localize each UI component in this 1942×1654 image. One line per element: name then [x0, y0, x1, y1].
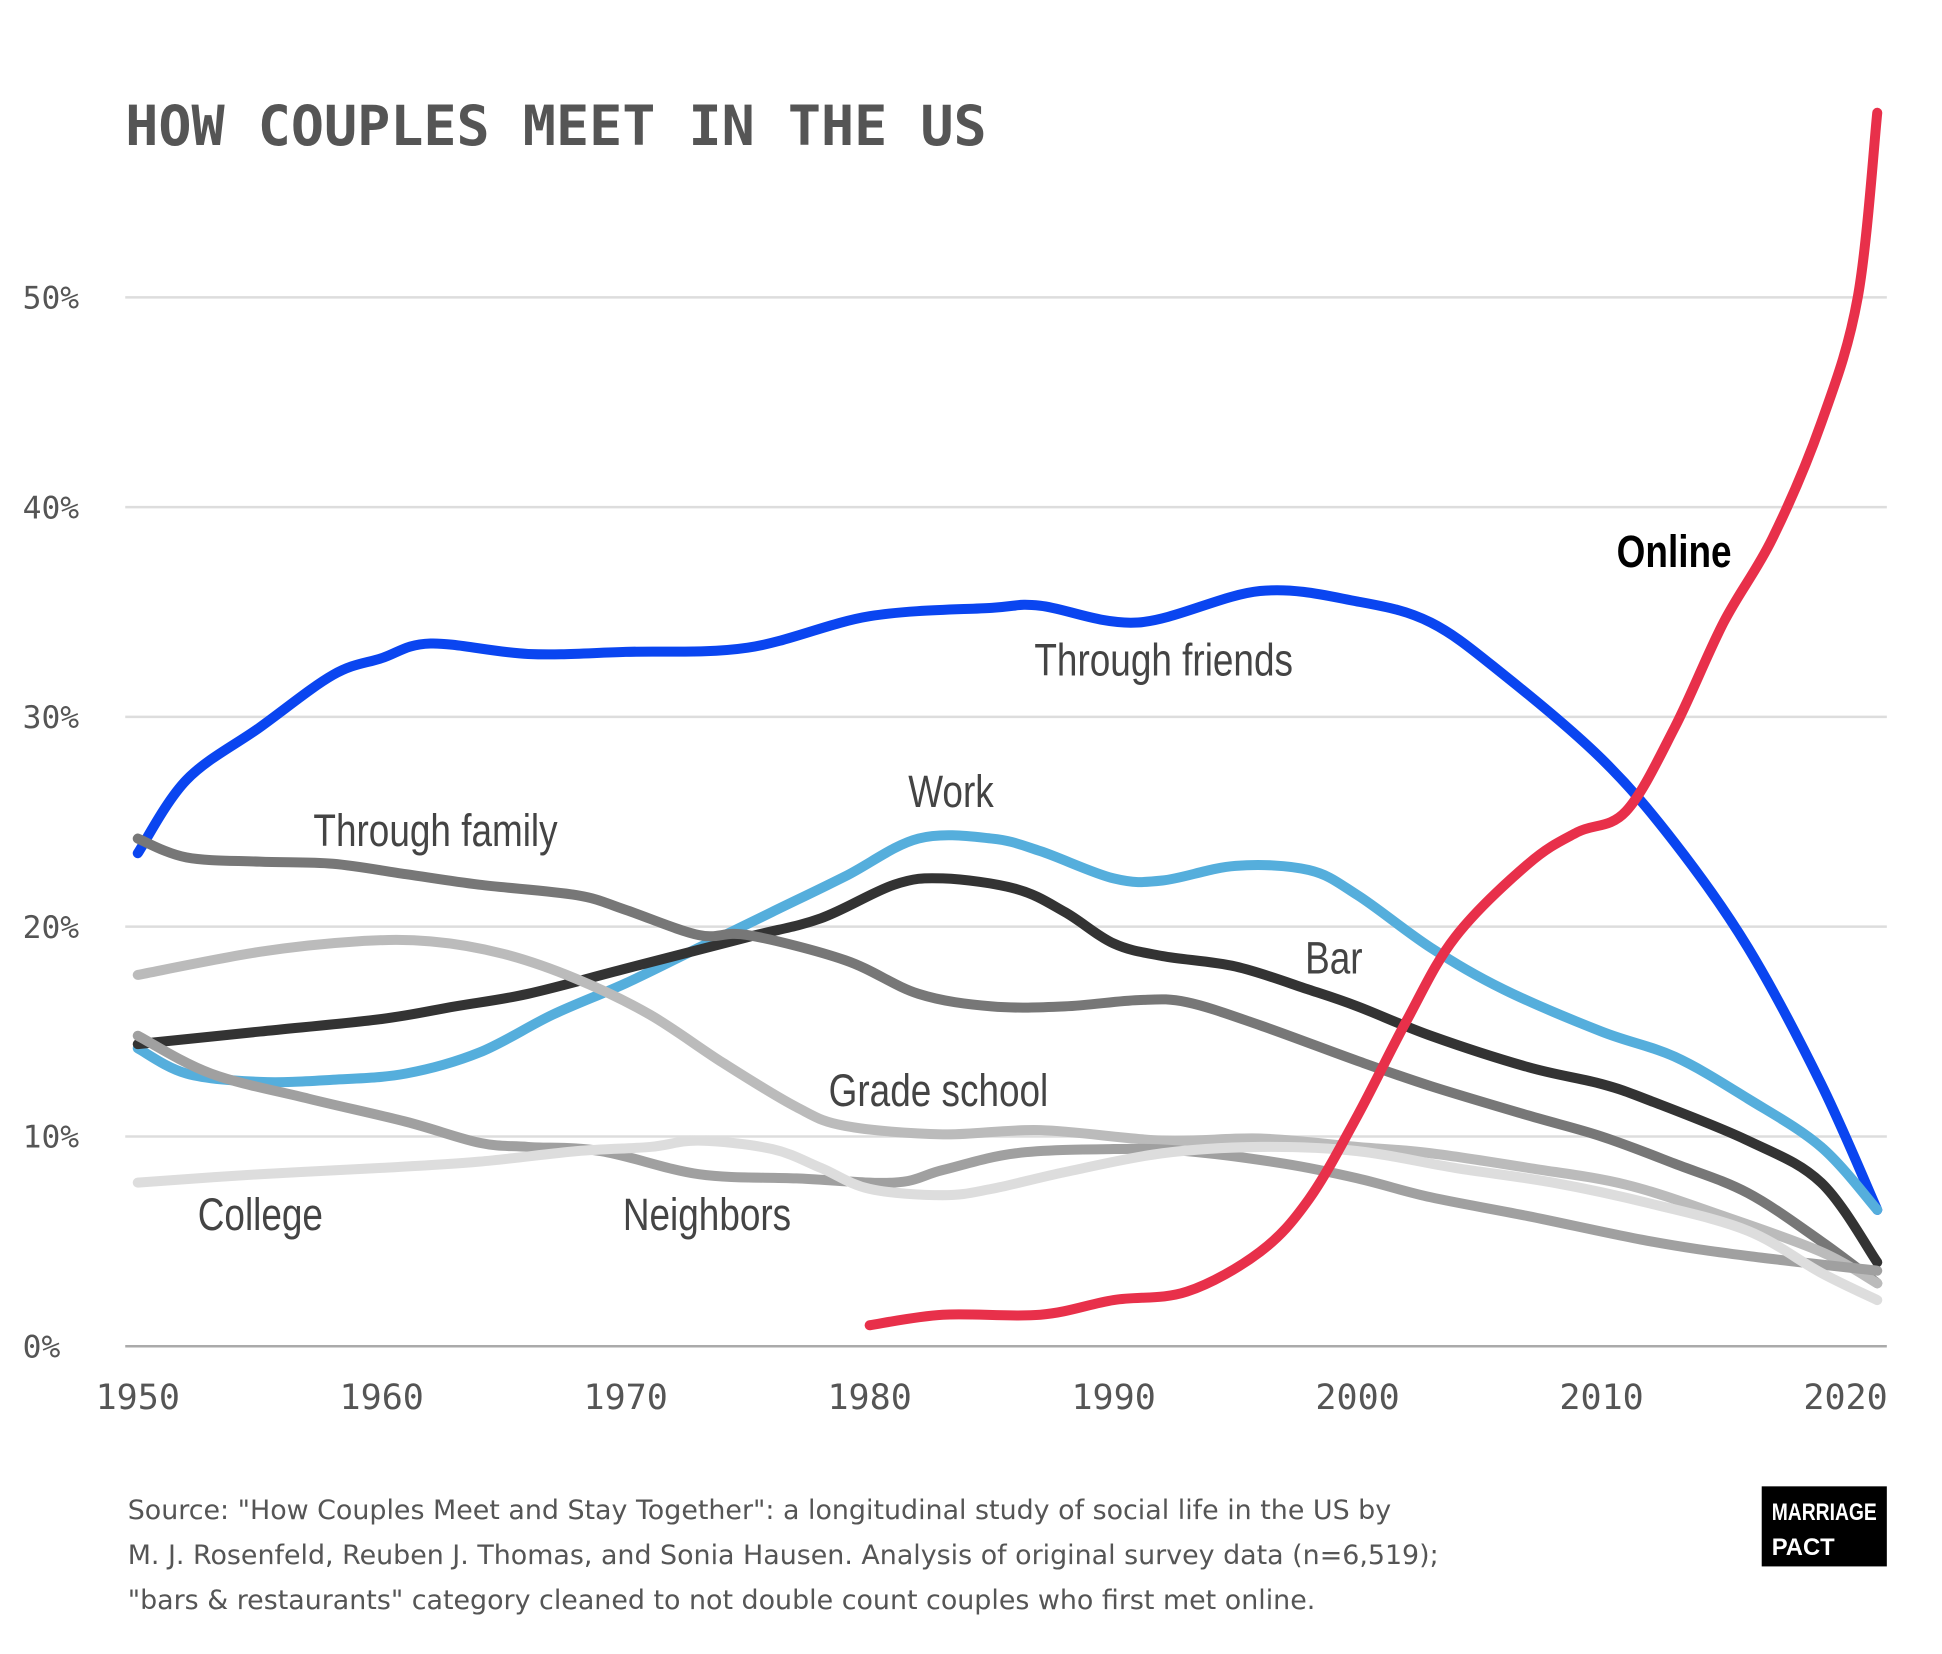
y-tick-label: 50%: [23, 281, 80, 317]
series-line: [132, 873, 1883, 1268]
series-label: Through friends: [1034, 635, 1293, 685]
logo-text: MARRIAGE: [1772, 1499, 1877, 1526]
series-label: Neighbors: [623, 1189, 791, 1239]
x-tick-label: 1980: [827, 1377, 911, 1418]
x-tick-label: 1950: [96, 1377, 180, 1418]
series-line: [864, 107, 1883, 1331]
y-tick-label: 10%: [23, 1120, 80, 1156]
x-tick-label: 1990: [1071, 1377, 1155, 1418]
x-tick-label: 2010: [1559, 1377, 1643, 1418]
series-label: Grade school: [829, 1066, 1049, 1116]
series-line: [132, 833, 1883, 1289]
series-label: Work: [908, 767, 994, 817]
series-line: [132, 830, 1883, 1215]
x-tick-label: 1970: [584, 1377, 668, 1418]
source-note: "bars & restaurants" category cleaned to…: [128, 1585, 1316, 1616]
chart-title: HOW COUPLES MEET IN THE US: [125, 94, 986, 158]
y-tick-label: 30%: [23, 700, 80, 736]
source-note: M. J. Rosenfeld, Reuben J. Thomas, and S…: [128, 1540, 1439, 1571]
series-label: Through family: [313, 805, 558, 855]
series-line: [132, 585, 1883, 1215]
x-tick-label: 1960: [340, 1377, 424, 1418]
y-tick-label: 20%: [23, 910, 80, 946]
series-label: Online: [1617, 526, 1732, 576]
series-line: [132, 1135, 1883, 1306]
series-label: College: [198, 1189, 323, 1239]
y-tick-label: 0%: [23, 1329, 61, 1365]
logo-box: [1761, 1486, 1887, 1567]
logo-text: PACT: [1772, 1534, 1835, 1561]
x-tick-label: 2020: [1803, 1377, 1887, 1418]
source-note: Source: "How Couples Meet and Stay Toget…: [128, 1495, 1392, 1526]
x-tick-label: 2000: [1315, 1377, 1399, 1418]
series-label: Bar: [1305, 933, 1363, 983]
series-line: [132, 934, 1883, 1289]
series-line: [132, 1030, 1883, 1276]
y-tick-label: 40%: [23, 490, 80, 526]
